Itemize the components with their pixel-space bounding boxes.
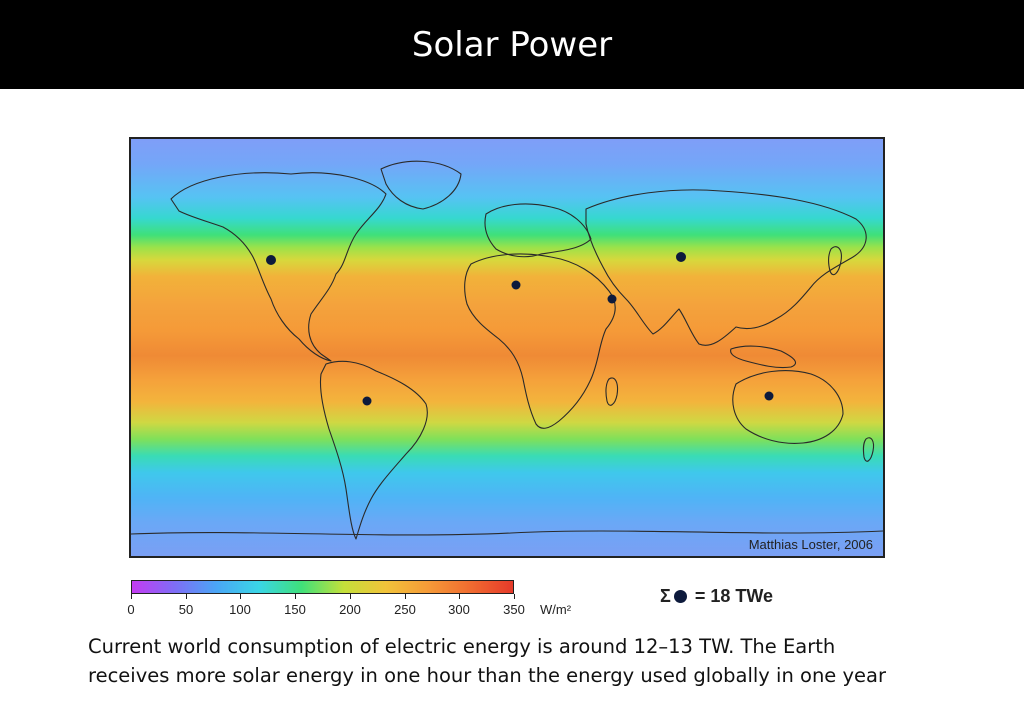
australia-outline (732, 370, 844, 444)
dot-north-america (266, 255, 276, 265)
slide-title: Solar Power (411, 24, 613, 65)
dot-east-africa (607, 294, 617, 304)
colorbar-tick-label: 350 (503, 602, 525, 617)
dot-south-america (362, 396, 372, 406)
dot-central-asia (676, 252, 686, 262)
colorbar-tick-label: 50 (178, 602, 194, 617)
colorbar-tick (131, 594, 132, 599)
colorbar-tick (459, 594, 460, 599)
madagascar-outline (605, 377, 619, 406)
colorbar-tick-label: 150 (284, 602, 306, 617)
highlight-dots (266, 252, 774, 406)
asia-outline (585, 189, 867, 346)
colorbar-tick (350, 594, 351, 599)
new-zealand-outline (862, 437, 875, 462)
colorbar-tick-label: 300 (448, 602, 470, 617)
colorbar-tick-label: 200 (339, 602, 361, 617)
colorbar-legend: 0 50 100 150 200 250 300 350 W/m² (127, 580, 601, 620)
solar-irradiance-map: Matthias Loster, 2006 (129, 137, 885, 558)
colorbar-unit: W/m² (540, 602, 572, 617)
colorbar-tick-label: 250 (394, 602, 416, 617)
dot-north-africa (511, 280, 521, 290)
africa-outline (464, 253, 616, 429)
world-map-svg (131, 160, 883, 540)
title-bar: Solar Power (0, 0, 1024, 89)
colorbar-gradient (131, 580, 514, 594)
europe-outline (484, 203, 592, 258)
north-america-outline (170, 172, 387, 362)
colorbar-tick-label: 100 (229, 602, 251, 617)
dot-icon (673, 590, 687, 603)
caption-line-1: Current world consumption of electric en… (88, 635, 836, 658)
caption-line-2: receives more solar energy in one hour t… (88, 664, 887, 687)
total-power-label: Σ = 18 TWe (660, 586, 773, 607)
colorbar-tick (295, 594, 296, 599)
slide-caption: Current world consumption of electric en… (88, 632, 960, 690)
dot-australia (764, 391, 774, 401)
total-power-value: = 18 TWe (694, 586, 774, 606)
antarctica-outline (131, 530, 883, 536)
colorbar-tick-label: 0 (127, 602, 135, 617)
colorbar-tick (186, 594, 187, 599)
greenland-outline (380, 160, 462, 210)
indonesia-outline (730, 345, 796, 369)
sigma-symbol: Σ (660, 586, 671, 606)
colorbar-tick (405, 594, 406, 599)
japan-outline (828, 246, 842, 276)
colorbar-tick (240, 594, 241, 599)
colorbar-tick (514, 594, 515, 599)
continent-outlines (131, 160, 883, 540)
map-credit: Matthias Loster, 2006 (748, 537, 873, 552)
south-america-outline (319, 360, 428, 540)
